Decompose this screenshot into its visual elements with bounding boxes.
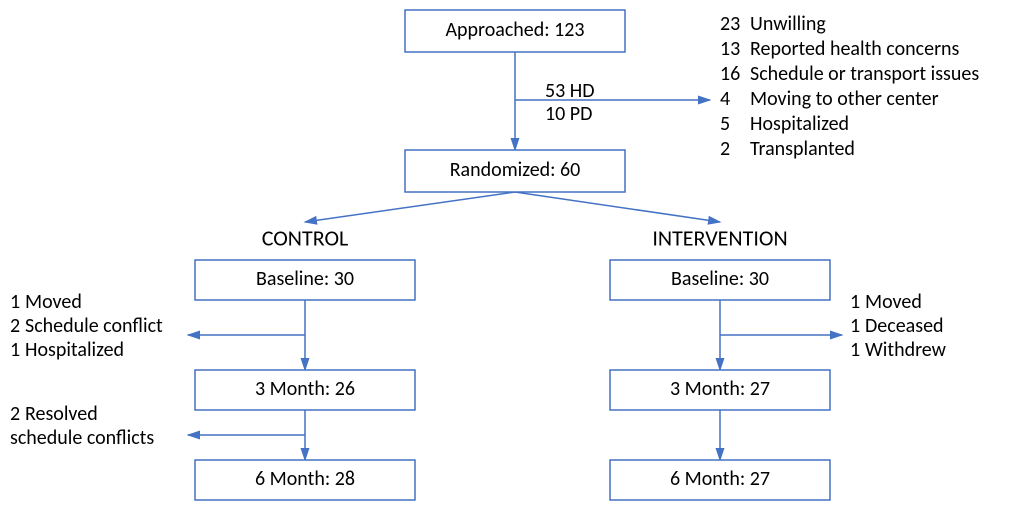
control-6month-box-label: 6 Month: 28	[255, 467, 355, 491]
exclusion-txt-1: Reported health concerns	[750, 37, 960, 61]
exclusion-txt-0: Unwilling	[750, 12, 826, 36]
exclusion-txt-2: Schedule or transport issues	[750, 62, 979, 86]
exclusion-num-3: 4	[720, 87, 730, 111]
arrow-randomized-control	[305, 192, 515, 222]
control-drop1-num-0: 1	[10, 290, 20, 314]
control-drop2-txt-1: schedule conflicts	[10, 426, 154, 450]
control-drop1-txt-1: Schedule conflict	[25, 314, 163, 338]
control-drop1-num-2: 1	[10, 338, 20, 362]
randomized-box-label: Randomized: 60	[450, 158, 581, 182]
flowchart: Approached: 123 Randomized: 60 Baseline: 3…	[0, 0, 1025, 515]
control-drop1-txt-0: Moved	[25, 290, 82, 314]
branch-hd-label: 53 HD	[545, 79, 595, 103]
intervention-drop1-num-0: 1	[850, 290, 860, 314]
exclusion-num-1: 13	[720, 37, 740, 61]
exclusion-num-0: 23	[720, 12, 740, 36]
intervention-drop1-txt-1: Deceased	[865, 314, 944, 338]
intervention-3month-box-label: 3 Month: 27	[670, 377, 770, 401]
intervention-6month-box-label: 6 Month: 27	[670, 467, 770, 491]
intervention-header: INTERVENTION	[652, 224, 787, 251]
control-3month-box-label: 3 Month: 26	[255, 377, 355, 401]
branch-pd-label: 10 PD	[545, 102, 592, 126]
exclusion-num-4: 5	[720, 112, 730, 136]
intervention-drop1-num-2: 1	[850, 338, 860, 362]
control-drop2-txt-0: Resolved	[25, 402, 98, 426]
intervention-drop1-num-1: 1	[850, 314, 860, 338]
exclusion-num-5: 2	[720, 137, 730, 161]
exclusion-txt-5: Transplanted	[750, 137, 855, 161]
control-drop1-num-1: 2	[10, 314, 20, 338]
control-drop1-txt-2: Hospitalized	[25, 338, 124, 362]
arrow-randomized-intervention	[515, 192, 720, 222]
exclusion-txt-4: Hospitalized	[750, 112, 849, 136]
intervention-drop1-txt-0: Moved	[865, 290, 922, 314]
approached-box-label: Approached: 123	[445, 18, 584, 42]
exclusion-num-2: 16	[720, 62, 740, 86]
control-header: CONTROL	[262, 224, 349, 251]
exclusion-txt-3: Moving to other center	[750, 87, 939, 111]
intervention-baseline-box-label: Baseline: 30	[671, 267, 769, 291]
control-baseline-box-label: Baseline: 30	[256, 267, 354, 291]
intervention-drop1-txt-2: Withdrew	[865, 338, 947, 362]
control-drop2-num-0: 2	[10, 402, 20, 426]
